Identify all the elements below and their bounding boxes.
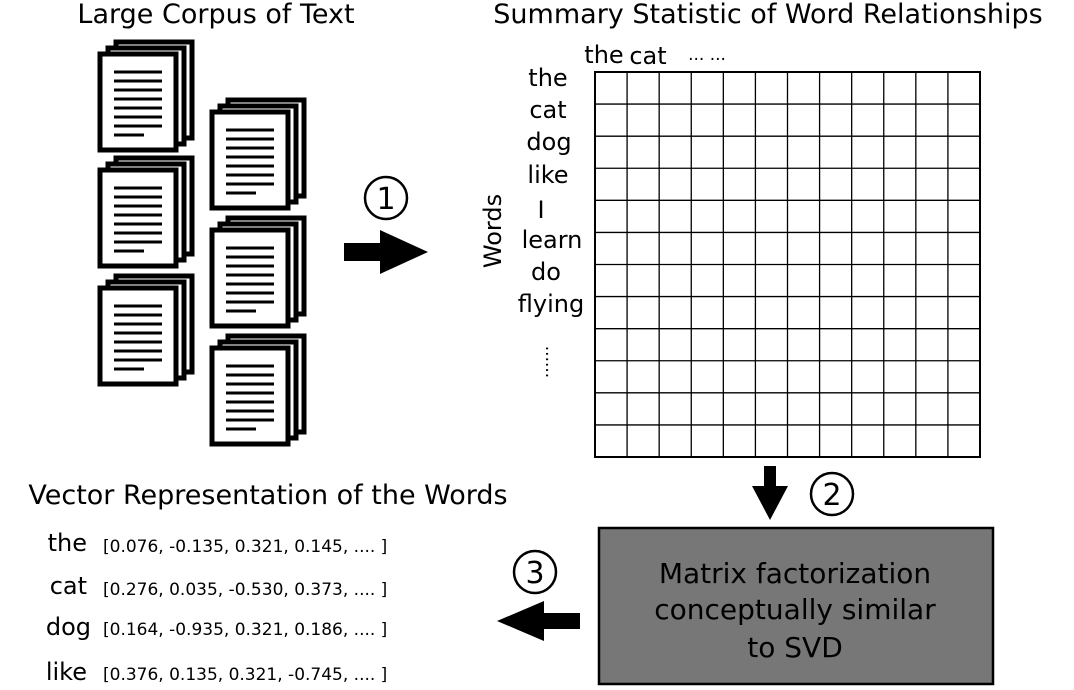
document-stack-icon	[212, 218, 304, 326]
row-label: cat	[529, 96, 566, 124]
vector-values: [0.276, 0.035, -0.530, 0.373, .... ]	[103, 580, 387, 600]
document-stack-icon	[100, 158, 192, 266]
matrix-title: Summary Statistic of Word Relationships	[493, 0, 1042, 30]
vector-word: like	[46, 658, 87, 686]
row-label: like	[527, 161, 568, 189]
vector-word: dog	[46, 613, 91, 641]
factorization-line: Matrix factorization	[659, 557, 931, 590]
vector-word: the	[48, 529, 87, 557]
row-ellipsis: ......	[541, 346, 561, 378]
column-header: the	[584, 41, 623, 69]
document-stack-icon	[100, 42, 192, 150]
step-3-circle	[512, 549, 558, 595]
step-3-marker: 3	[512, 549, 558, 595]
row-label: flying	[518, 290, 584, 318]
step-2-circle	[809, 471, 855, 517]
row-label: I	[537, 196, 544, 224]
step-1-circle	[363, 175, 409, 221]
words-axis-label: Words	[479, 194, 507, 268]
arrow-left-icon	[497, 601, 580, 641]
matrix-factorization-box	[597, 526, 995, 686]
document-stack-icon	[212, 100, 304, 208]
factorization-line: conceptually similar	[654, 593, 936, 626]
step-1-number: 1	[376, 182, 395, 217]
row-label: the	[528, 64, 567, 92]
step-2-marker: 2	[809, 471, 855, 517]
vector-values: [0.076, -0.135, 0.321, 0.145, .... ]	[103, 537, 387, 557]
document-stack-icon	[100, 276, 192, 384]
column-header: ... ...	[688, 45, 726, 65]
step-1-marker: 1	[363, 175, 409, 221]
row-label: do	[531, 258, 561, 286]
vector-values: [0.376, 0.135, 0.321, -0.745, .... ]	[103, 665, 387, 685]
corpus-title: Large Corpus of Text	[77, 0, 354, 30]
factorization-line: to SVD	[747, 631, 843, 664]
row-label: dog	[526, 128, 571, 156]
document-stack-icon	[212, 336, 304, 444]
vectors-title: Vector Representation of the Words	[28, 480, 507, 511]
vector-word: cat	[50, 572, 87, 600]
arrow-right-icon	[344, 230, 428, 274]
arrow-down-icon	[752, 466, 788, 520]
co-occurrence-matrix-grid	[594, 71, 981, 458]
vector-values: [0.164, -0.935, 0.321, 0.186, .... ]	[103, 620, 387, 640]
row-label: learn	[522, 226, 583, 254]
column-header: cat	[629, 42, 666, 70]
document-stacks	[100, 42, 304, 444]
step-2-number: 2	[822, 478, 841, 513]
step-3-number: 3	[525, 556, 544, 591]
